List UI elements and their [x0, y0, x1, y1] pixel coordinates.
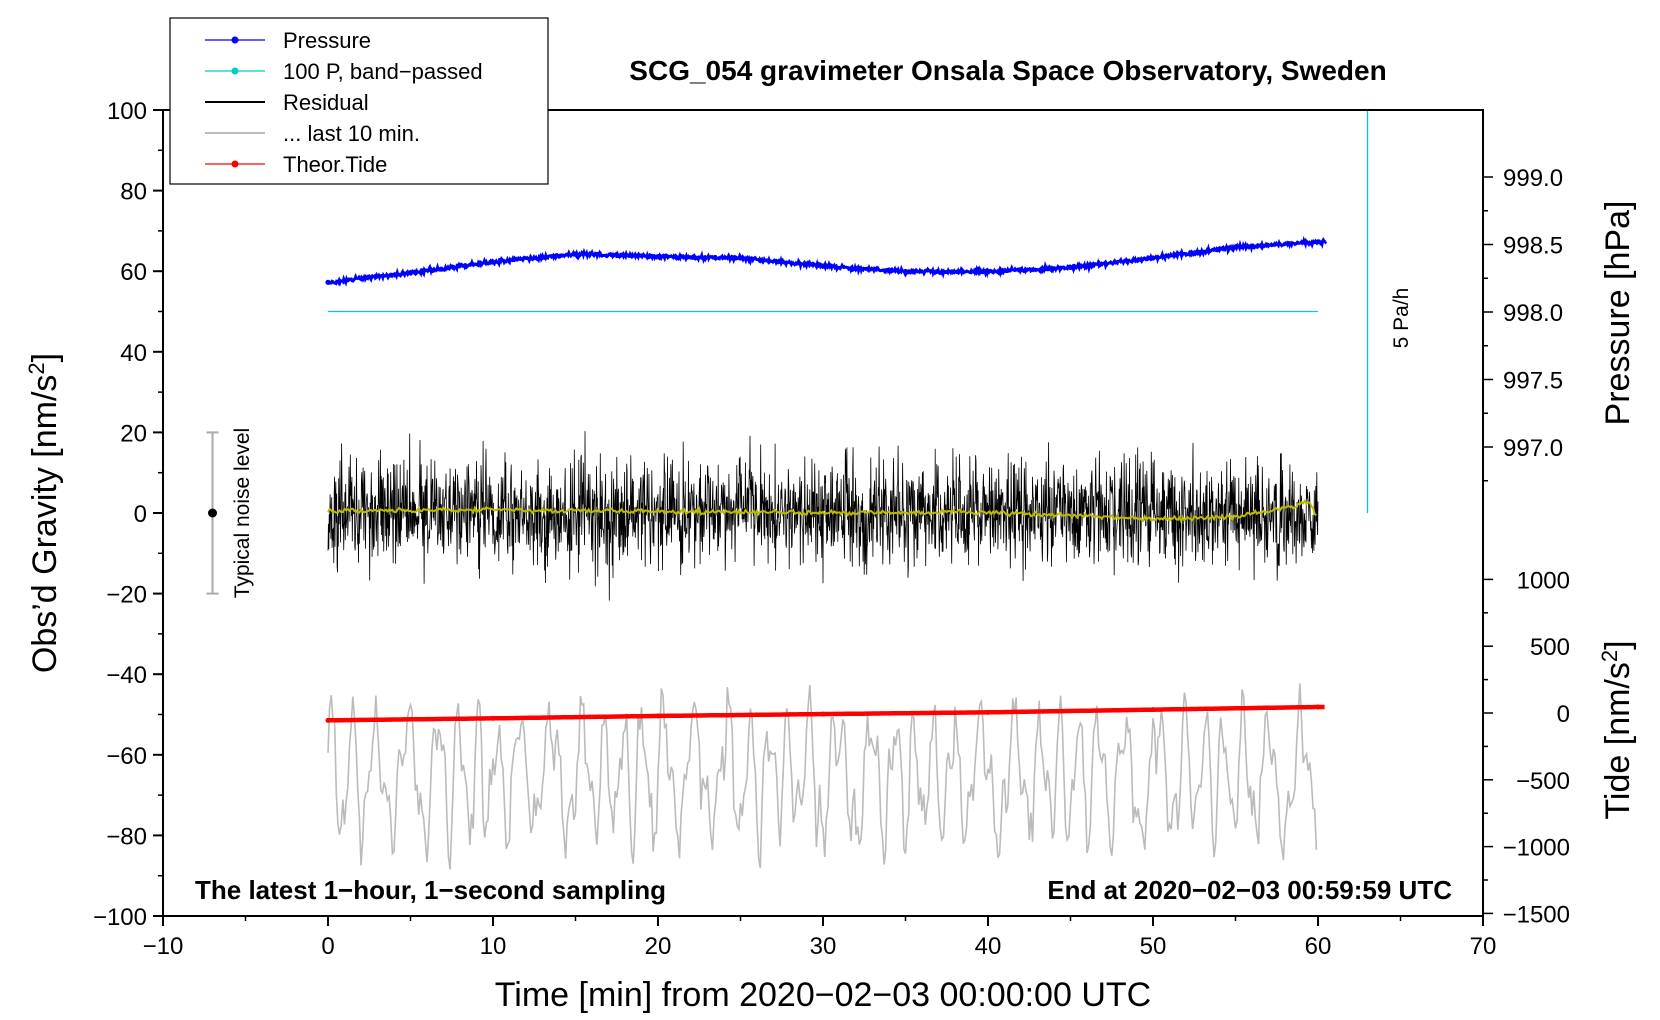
y-tick-label: −40 [106, 662, 147, 689]
pressure-series [325, 235, 1328, 287]
x-tick-label: 50 [1140, 933, 1167, 960]
y-tick-label: 20 [120, 420, 147, 447]
noise-bar-center [208, 508, 217, 518]
y-tick-label: 40 [120, 340, 147, 367]
x-tick-label: 10 [480, 933, 507, 960]
chart-title: SCG_054 gravimeter Onsala Space Observat… [629, 55, 1386, 86]
axis-ticks: −10 0 10 20 30 40 50 60 70100806040200−20−40−60−… [93, 98, 1570, 960]
tide-point [985, 709, 991, 715]
pressure-point [407, 270, 414, 276]
y-tick-label: 100 [107, 98, 147, 125]
pressure-point [572, 251, 579, 257]
noise-bar [206, 431, 219, 595]
tide-point [1315, 704, 1321, 710]
x-tick-label: 30 [810, 933, 837, 960]
legend-item-residual: Residual [205, 90, 369, 115]
x-tick-label: 0 [321, 933, 334, 960]
pressure-point [1150, 255, 1156, 261]
pressure-tick-label: 997.5 [1503, 368, 1563, 395]
tide-point [490, 715, 496, 721]
y-tick-label: −60 [106, 743, 147, 770]
legend-item-tide: Theor.Tide [205, 152, 387, 177]
tide-point [325, 717, 331, 723]
legend-marker-bandpassed [231, 67, 239, 75]
tide-tick-label: 0 [1557, 701, 1570, 728]
last-10-min-line [327, 683, 1318, 870]
y-tick-label: −20 [106, 582, 147, 609]
pressure-point [1315, 239, 1321, 245]
tide-point [1150, 707, 1156, 713]
legend: Pressure 100 P, band−passed Residual ...… [169, 17, 549, 185]
pressure-tick-label: 998.5 [1503, 233, 1563, 260]
pressure-point [1232, 244, 1239, 250]
rate-bar-label: 5 Pa/h [1390, 288, 1413, 349]
noise-level-label: Typical noise level [231, 428, 254, 598]
residual-smoothed-line [327, 499, 1317, 524]
tide-tick-label: −1000 [1503, 835, 1570, 862]
legend-marker-pressure [231, 36, 239, 44]
y-tick-label: 60 [120, 259, 147, 286]
pressure-point [737, 255, 744, 261]
tide-point [655, 713, 661, 719]
tide-tick-label: 500 [1530, 634, 1570, 661]
x-axis-title: Time [min] from 2020−02−03 00:00:00 UTC [495, 976, 1151, 1014]
legend-item-pressure: Pressure [205, 28, 371, 53]
end-time-note: End at 2020−02−03 00:59:59 UTC [1047, 875, 1452, 905]
x-tick-label: 40 [975, 933, 1002, 960]
tide-tick-label: 1000 [1517, 567, 1570, 594]
pressure-point [1067, 264, 1074, 271]
pressure-tick-label: 998.0 [1503, 300, 1563, 327]
sampling-note: The latest 1−hour, 1−second sampling [195, 875, 666, 905]
y-tick-label: 0 [134, 501, 147, 528]
residual-series [327, 431, 1319, 601]
legend-marker-tide [231, 160, 239, 168]
x-tick-label: −10 [143, 933, 184, 960]
y-tick-label: 80 [120, 179, 147, 206]
pressure-point [985, 268, 991, 275]
pressure-point [655, 254, 661, 260]
legend-label-pressure: Pressure [283, 28, 371, 53]
residual-line [327, 431, 1319, 601]
pressure-point [325, 279, 331, 285]
legend-box [169, 17, 549, 185]
x-tick-label: 20 [645, 933, 672, 960]
y-tick-label: −80 [106, 823, 147, 850]
pressure-line [326, 235, 1328, 287]
y-tick-label: −100 [93, 904, 147, 931]
theoretical-tide-series [325, 704, 1325, 723]
legend-label-residual: Residual [283, 90, 369, 115]
last-10-min-series [327, 683, 1318, 870]
tide-tick-label: −500 [1516, 768, 1570, 795]
y-axis-pressure-title: Pressure [hPa] [1599, 201, 1637, 426]
legend-item-bandpassed: 100 P, band−passed [205, 59, 483, 84]
pressure-tick-label: 999.0 [1503, 165, 1563, 192]
pressure-point [490, 259, 496, 265]
tide-tick-label: −1500 [1503, 901, 1570, 928]
pressure-tick-label: 997.0 [1503, 435, 1563, 462]
x-tick-label: 60 [1305, 933, 1332, 960]
legend-label-bandpassed: 100 P, band−passed [283, 59, 483, 84]
legend-item-last10: ... last 10 min. [205, 121, 420, 146]
y-axis-tide-title: Tide [nm/s2] [1597, 640, 1637, 819]
x-tick-label: 70 [1470, 933, 1497, 960]
residual-smoothed-series [327, 499, 1317, 524]
tide-point [820, 711, 826, 717]
y-axis-left-title: Obs’d Gravity [nm/s2] [24, 353, 64, 673]
legend-label-tide: Theor.Tide [283, 152, 387, 177]
pressure-point [902, 268, 909, 275]
legend-label-last10: ... last 10 min. [283, 121, 420, 146]
pressure-point [820, 263, 826, 269]
